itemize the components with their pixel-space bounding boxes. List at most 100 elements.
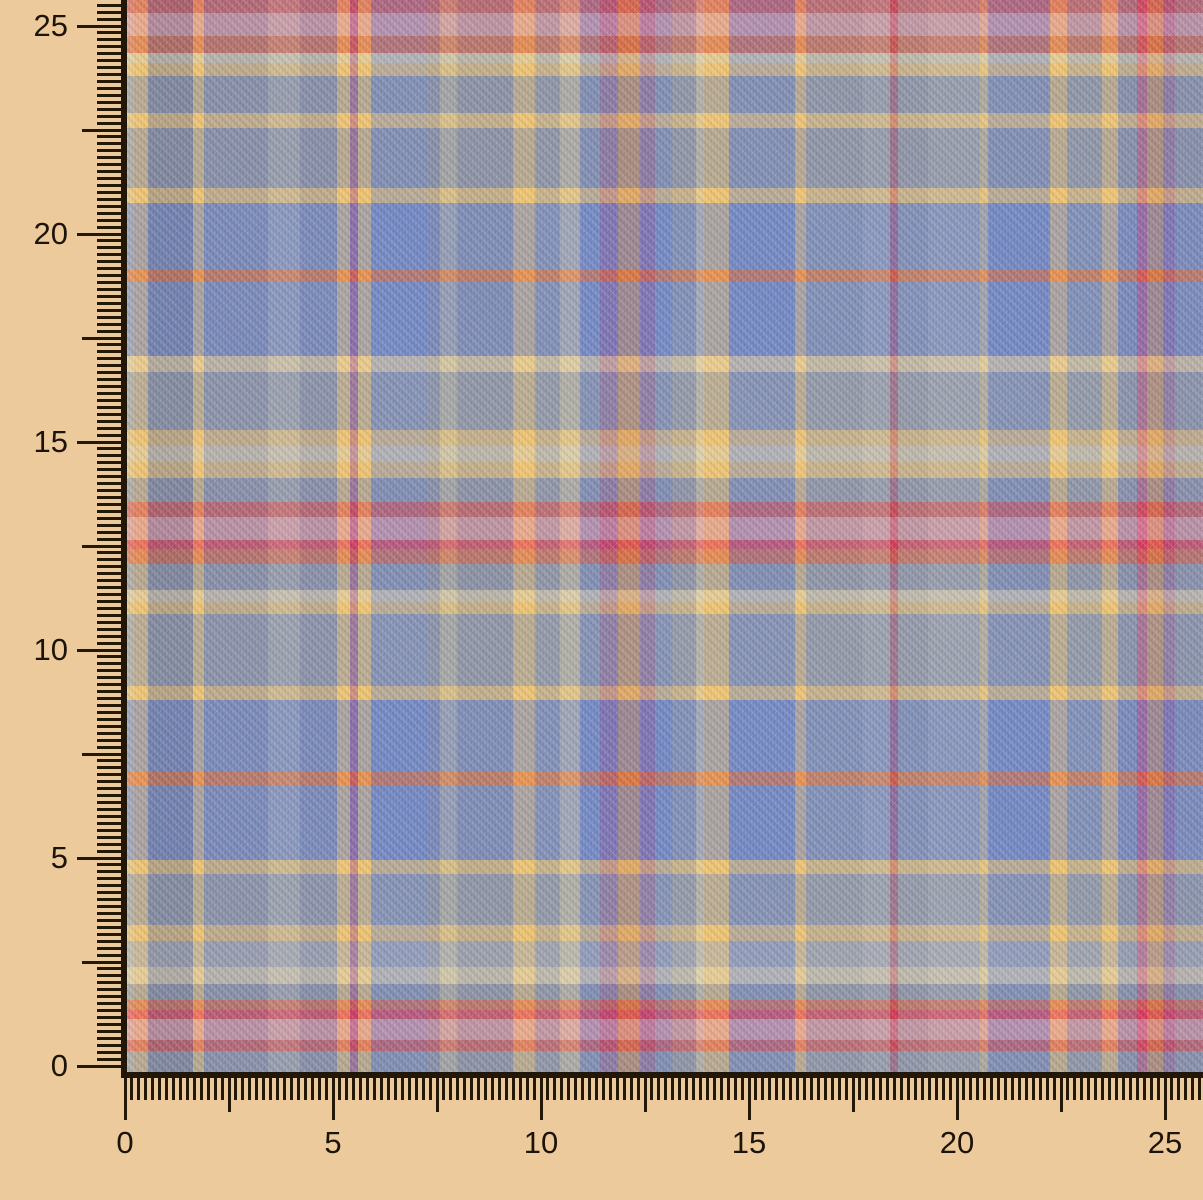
ruler-tick [82,544,121,548]
ruler-tick [97,253,121,257]
ruler-tick [82,752,121,756]
ruler-tick [82,336,121,340]
fabric-weave-texture [127,0,1203,1072]
ruler-tick [97,780,121,784]
ruler-tick [636,1078,640,1100]
ruler-tick [97,177,121,181]
ruler-tick [421,1078,425,1100]
ruler-tick [97,537,121,541]
left-ruler-label: 15 [33,424,68,459]
ruler-tick [97,572,121,576]
ruler-tick [657,1078,661,1100]
ruler-tick [97,405,121,409]
ruler-tick [97,274,121,278]
ruler-tick [97,31,121,35]
ruler-tick [97,558,121,562]
ruler-tick [97,627,121,631]
ruler-tick [97,759,121,763]
ruler-tick [97,79,121,83]
ruler-tick [178,1078,182,1100]
ruler-tick [97,426,121,430]
ruler-tick [97,281,121,285]
ruler-tick [97,911,121,915]
ruler-tick [581,1078,585,1100]
ruler-tick [97,967,121,971]
ruler-tick [830,1078,834,1100]
ruler-tick [241,1078,245,1100]
ruler-tick [393,1078,397,1100]
ruler-tick [123,1078,127,1120]
ruler-tick [130,1078,134,1100]
ruler-tick [97,932,121,936]
ruler-tick [705,1078,709,1100]
fabric-swatch [127,0,1203,1072]
ruler-tick [1170,1078,1174,1100]
ruler-tick [97,807,121,811]
ruler-tick [97,1009,121,1013]
ruler-tick [782,1078,786,1100]
ruler-tick [733,1078,737,1100]
ruler-tick [97,204,121,208]
ruler-tick [809,1078,813,1100]
ruler-tick [1142,1078,1146,1100]
ruler-tick [879,1078,883,1100]
ruler-tick [567,1078,571,1100]
ruler-tick [97,218,121,222]
bottom-ruler-label: 5 [324,1125,342,1160]
ruler-tick [955,1078,959,1120]
ruler-tick [97,225,121,229]
ruler-tick [97,163,121,167]
ruler-tick [97,925,121,929]
ruler-tick [539,1078,543,1120]
ruler-tick [477,1078,481,1100]
ruler-tick [1121,1078,1125,1100]
ruler-tick [137,1078,141,1100]
ruler-tick [97,586,121,590]
ruler-tick [97,52,121,56]
ruler-tick [97,59,121,63]
ruler-tick [97,190,121,194]
ruler-tick [1024,1078,1028,1100]
ruler-tick [97,364,121,368]
ruler-tick [77,24,121,28]
ruler-tick [97,1022,121,1026]
ruler-tick [97,1029,121,1033]
ruler-tick [97,634,121,638]
ruler-tick [511,1078,515,1100]
ruler-tick [97,17,121,21]
ruler-tick [97,697,121,701]
ruler-tick [97,149,121,153]
ruler-tick [906,1078,910,1100]
ruler-tick [726,1078,730,1100]
ruler-tick [601,1078,605,1100]
ruler-tick [97,156,121,160]
ruler-tick [97,433,121,437]
ruler-tick [97,814,121,818]
ruler-tick [969,1078,973,1100]
ruler-tick [97,301,121,305]
ruler-tick [97,835,121,839]
ruler-tick [97,509,121,513]
ruler-tick [97,953,121,957]
ruler-tick [1156,1078,1160,1100]
ruler-tick [82,128,121,132]
ruler-tick [352,1078,356,1100]
ruler-tick [97,73,121,77]
ruler-tick [97,606,121,610]
ruler-tick [97,350,121,354]
ruler-tick [414,1078,418,1100]
ruler-tick [712,1078,716,1100]
ruler-tick [338,1078,342,1100]
ruler-tick [844,1078,848,1100]
ruler-tick [858,1078,862,1100]
ruler-tick [560,1078,564,1100]
ruler-tick [1163,1078,1167,1120]
ruler-tick [97,93,121,97]
ruler-tick [97,1036,121,1040]
ruler-tick [97,939,121,943]
ruler-tick [97,419,121,423]
ruler-tick [692,1078,696,1100]
ruler-tick [97,121,121,125]
ruler-tick [97,107,121,111]
ruler-tick [324,1078,328,1100]
